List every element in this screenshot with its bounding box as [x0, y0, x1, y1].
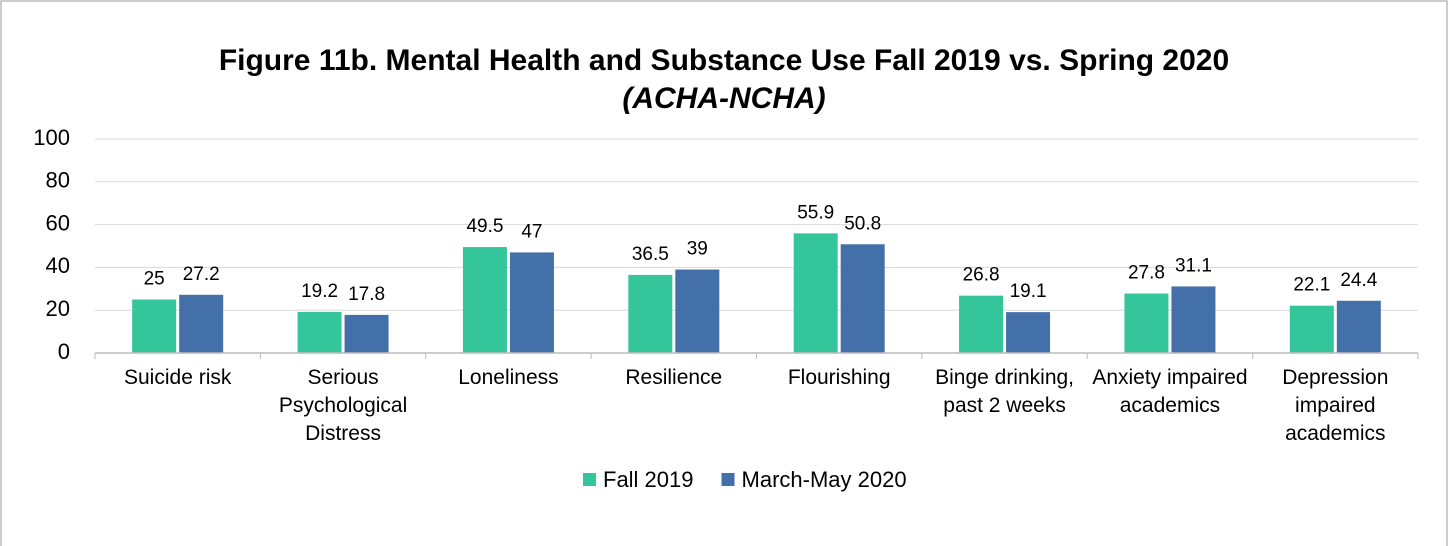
- bar: [959, 295, 1004, 353]
- bar: [793, 233, 838, 353]
- legend-label: March-May 2020: [742, 467, 907, 492]
- bar: [628, 274, 673, 353]
- data-label: 31.1: [1175, 255, 1212, 276]
- x-tick-label: Serious Psychological Distress: [278, 366, 408, 445]
- chart-title: Figure 11b. Mental Health and Substance …: [219, 44, 1229, 77]
- data-label: 17.8: [348, 284, 385, 305]
- x-tick-label: Resilience: [625, 366, 723, 389]
- bar: [509, 252, 554, 353]
- data-label: 19.1: [1010, 281, 1047, 302]
- bar: [1171, 286, 1216, 353]
- bar: [179, 294, 224, 353]
- data-label: 36.5: [632, 244, 669, 265]
- bar: [1336, 300, 1381, 353]
- y-tick-label: 0: [58, 339, 70, 364]
- data-label: 27.2: [183, 264, 220, 285]
- y-tick-label: 40: [46, 253, 70, 278]
- y-tick-label: 20: [46, 296, 70, 321]
- y-tick-label: 60: [46, 210, 70, 235]
- x-tick-label: Flourishing: [787, 366, 891, 389]
- bar: [297, 311, 342, 353]
- legend-swatch: [721, 473, 735, 486]
- data-label: 49.5: [466, 216, 503, 237]
- bar: [462, 247, 507, 353]
- y-tick-label: 80: [46, 168, 70, 193]
- x-tick-label: Suicide risk: [124, 366, 232, 389]
- data-label: 50.8: [844, 213, 881, 234]
- data-label: 55.9: [797, 202, 834, 223]
- data-label: 47: [521, 221, 542, 242]
- data-label: 26.8: [963, 265, 1000, 286]
- bar: [344, 314, 389, 353]
- data-label: 39: [687, 239, 708, 260]
- bar: [132, 299, 177, 353]
- data-label: 24.4: [1340, 270, 1377, 291]
- bar: [1289, 305, 1334, 353]
- y-tick-label: 100: [33, 125, 70, 150]
- data-label: 25: [144, 269, 165, 290]
- x-tick-label: Anxiety impaired academics: [1092, 366, 1248, 417]
- chart-subtitle: (ACHA-NCHA): [622, 82, 825, 115]
- data-label: 19.2: [301, 281, 338, 302]
- legend-swatch: [583, 473, 596, 486]
- x-tick-label: Depression impaired academics: [1282, 366, 1389, 445]
- x-tick-label: Binge drinking, past 2 weeks: [935, 366, 1075, 417]
- bar: [1006, 312, 1051, 353]
- data-label: 27.8: [1128, 263, 1165, 284]
- bar: [1124, 293, 1169, 353]
- legend-label: Fall 2019: [603, 467, 694, 492]
- bar: [840, 244, 885, 353]
- bar: [675, 269, 720, 353]
- x-tick-label: Loneliness: [458, 366, 559, 389]
- data-label: 22.1: [1293, 275, 1330, 296]
